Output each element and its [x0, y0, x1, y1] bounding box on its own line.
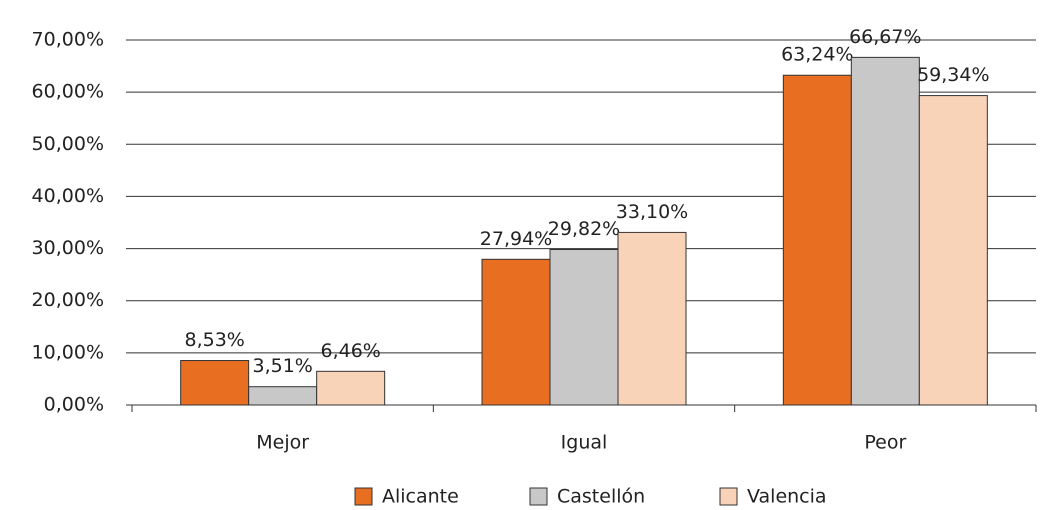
y-tick-label: 70,00%	[32, 29, 104, 51]
legend-swatch	[529, 487, 548, 506]
legend-label: Alicante	[382, 486, 459, 508]
data-label: 29,82%	[548, 218, 620, 240]
legend-label: Castellón	[557, 486, 645, 508]
bar	[918, 95, 988, 406]
bar	[248, 386, 318, 406]
y-tick-label: 30,00%	[32, 237, 104, 259]
legend-label: Valencia	[747, 486, 827, 508]
bar	[180, 360, 250, 406]
y-tick-label: 10,00%	[32, 341, 104, 363]
data-label: 8,53%	[184, 329, 244, 351]
y-tick-label: 40,00%	[32, 185, 104, 207]
x-tick-label: Mejor	[256, 432, 309, 454]
data-label: 6,46%	[320, 340, 380, 362]
bar	[549, 249, 619, 406]
data-label: 33,10%	[616, 201, 688, 223]
legend-swatch	[719, 487, 738, 506]
y-tick-label: 0,00%	[44, 394, 104, 416]
bar	[782, 74, 852, 406]
x-tick-label: Peor	[864, 432, 906, 454]
data-label: 66,67%	[849, 26, 921, 48]
y-tick-label: 60,00%	[32, 81, 104, 103]
data-label: 27,94%	[480, 228, 552, 250]
x-tick-label: Igual	[561, 432, 608, 454]
data-label: 59,34%	[917, 64, 989, 86]
bar	[481, 258, 551, 406]
legend-swatch	[354, 487, 373, 506]
y-tick-label: 20,00%	[32, 289, 104, 311]
bar	[850, 56, 920, 406]
data-label: 63,24%	[781, 44, 853, 66]
data-label: 3,51%	[252, 355, 312, 377]
bar	[316, 370, 386, 406]
y-tick-label: 50,00%	[32, 133, 104, 155]
bar	[617, 231, 687, 406]
